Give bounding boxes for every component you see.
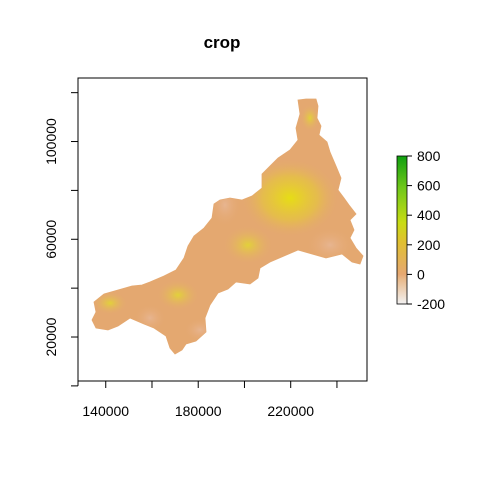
y-axis: 20000 60000 100000: [43, 92, 79, 387]
legend-tick-label: -200: [417, 296, 445, 312]
x-tick-label: 220000: [267, 403, 314, 419]
x-tick-label: 140000: [82, 403, 129, 419]
y-tick-label: 100000: [43, 118, 59, 165]
y-tick-label: 60000: [43, 220, 59, 259]
x-axis: 140000 180000 220000: [82, 380, 338, 419]
legend-tick-label: 0: [417, 266, 425, 282]
legend-tick-label: 800: [417, 148, 441, 164]
y-tick-label: 20000: [43, 317, 59, 356]
legend-tick-label: 600: [417, 178, 441, 194]
legend-tick-label: 400: [417, 207, 441, 223]
x-tick-label: 180000: [175, 403, 222, 419]
color-legend: 800 600 400 200 0 -200: [396, 148, 445, 312]
chart-title: crop: [204, 33, 241, 52]
legend-color-bar: [396, 155, 408, 305]
legend-tick-label: 200: [417, 237, 441, 253]
raster-area: [91, 98, 364, 355]
